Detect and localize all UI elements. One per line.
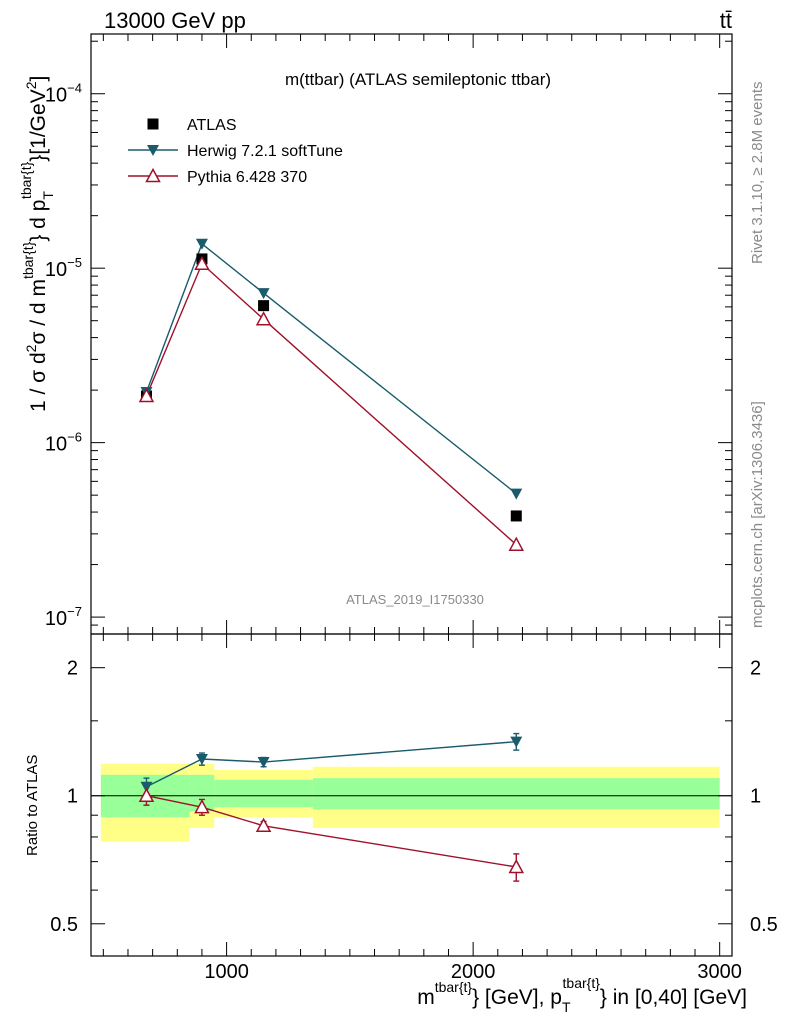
x-label-part: m (417, 986, 435, 1009)
y-tick-label-base: 10 (45, 608, 67, 630)
legend-label-atlas: ATLAS (187, 117, 237, 134)
pythia-point (194, 255, 210, 271)
pythia-point (508, 536, 525, 551)
x-label-sup: tbar{t} (435, 979, 473, 995)
y-tick-label: 10−6 (45, 430, 82, 456)
y-label-sup: tbar{t} (18, 161, 34, 199)
analysis-label: ATLAS_2019_I1750330 (346, 592, 484, 607)
ratio-plot-frame (90, 633, 733, 957)
herwig-ratio-point (140, 781, 153, 793)
y-tick-label-base: 10 (45, 259, 67, 281)
process-label: 13000 GeV pp (104, 8, 246, 33)
pythia-point (255, 311, 272, 326)
y-label-sup: tbar{t} (20, 241, 36, 279)
pythia-ratio-point (255, 817, 272, 833)
x-axis-label: mtbar{t}} [GeV], pTtbar{t}} in [0,40] [G… (417, 975, 747, 1015)
herwig-point (257, 288, 270, 300)
herwig-ratio-point (195, 753, 208, 765)
y-label-part: σ / d m (27, 279, 50, 344)
pythia-ratio-point (508, 858, 525, 874)
herwig-point (195, 238, 208, 250)
ratio-y-tick-label: 2 (67, 658, 78, 680)
uncertainty-band-stat (312, 778, 720, 810)
pythia-point (138, 387, 155, 403)
main-y-axis-label: 1 / σ d2σ / d mtbar{t}} d pTtbar{t}}[1/G… (18, 76, 56, 412)
y-label-sub: T (40, 191, 56, 200)
pythia-ratio-line (146, 795, 517, 868)
y-label-part: } d p (27, 200, 50, 242)
main-plot: 10−710−610−510−4 m(ttbar) (ATLAS semilep… (18, 33, 733, 635)
herwig-ratio-point (510, 736, 523, 748)
ratio-plot: 0.5 0.5 1 1 2 2 1000 2000 3000 Ratio to ATLAS m… (24, 633, 778, 1015)
y-label-part: 1 / σ d (27, 352, 50, 412)
atlas-point (258, 300, 270, 312)
herwig-ratio-point (257, 757, 270, 769)
y-tick-label: 10−7 (45, 604, 82, 630)
ratio-y-tick-label-right: 1 (750, 786, 761, 808)
x-label-part: } in [0,40] [GeV] (600, 986, 747, 1009)
y-tick-label-exp: −7 (67, 604, 82, 619)
y-tick-label-exp: −6 (67, 430, 82, 445)
y-tick-label-exp: −4 (67, 81, 82, 96)
y-tick-label: 10−4 (45, 81, 82, 107)
y-tick-label-base: 10 (45, 434, 67, 456)
x-tick-label: 3000 (697, 961, 742, 983)
legend-marker-pythia (145, 167, 161, 183)
ratio-y-tick-label-right: 2 (750, 658, 761, 680)
chart-title: m(ttbar) (ATLAS semileptonic ttbar) (285, 70, 551, 89)
herwig-point (510, 488, 523, 500)
pythia-ratio-point (194, 799, 210, 814)
y-tick-label-exp: −5 (67, 255, 82, 270)
y-label-sup: 2 (23, 344, 39, 352)
rivet-label: Rivet 3.1.10, ≥ 2.8M events (749, 82, 766, 265)
ratio-y-tick-label: 0.5 (50, 914, 78, 936)
x-label-sup: tbar{t} (563, 975, 601, 991)
pythia-line (145, 262, 517, 546)
final-state-label: tt̄ (720, 8, 732, 33)
legend-label-pythia: Pythia 6.428 370 (187, 169, 307, 186)
herwig-line (145, 242, 517, 495)
atlas-point (510, 510, 522, 522)
legend-marker-atlas (147, 118, 159, 130)
ratio-y-tick-label: 1 (67, 786, 78, 808)
ratio-y-tick-label-right: 0.5 (750, 914, 778, 936)
y-tick-label: 10−5 (45, 255, 82, 281)
ratio-y-axis-label: Ratio to ATLAS (24, 755, 41, 856)
pythia-ratio-point (138, 787, 155, 802)
legend-label-herwig: Herwig 7.2.1 softTune (187, 143, 343, 160)
source-label: mcplots.cern.ch [arXiv:1306.3436] (749, 401, 766, 628)
y-label-sup: 2 (23, 81, 39, 89)
x-label-part: } [GeV], p (472, 986, 562, 1009)
legend: ATLAS Herwig 7.2.1 softTune Pythia 6.428 3… (128, 117, 343, 186)
y-tick-label-base: 10 (45, 85, 67, 107)
x-tick-label: 2000 (451, 961, 496, 983)
x-label-sub: T (562, 999, 571, 1015)
y-label-part: ] (27, 76, 50, 82)
y-label-part: }[1/GeV (27, 89, 50, 161)
uncertainty-band-stat (214, 779, 313, 808)
x-tick-label: 1000 (204, 961, 249, 983)
legend-marker-herwig (147, 145, 159, 156)
herwig-ratio-line (146, 740, 517, 788)
